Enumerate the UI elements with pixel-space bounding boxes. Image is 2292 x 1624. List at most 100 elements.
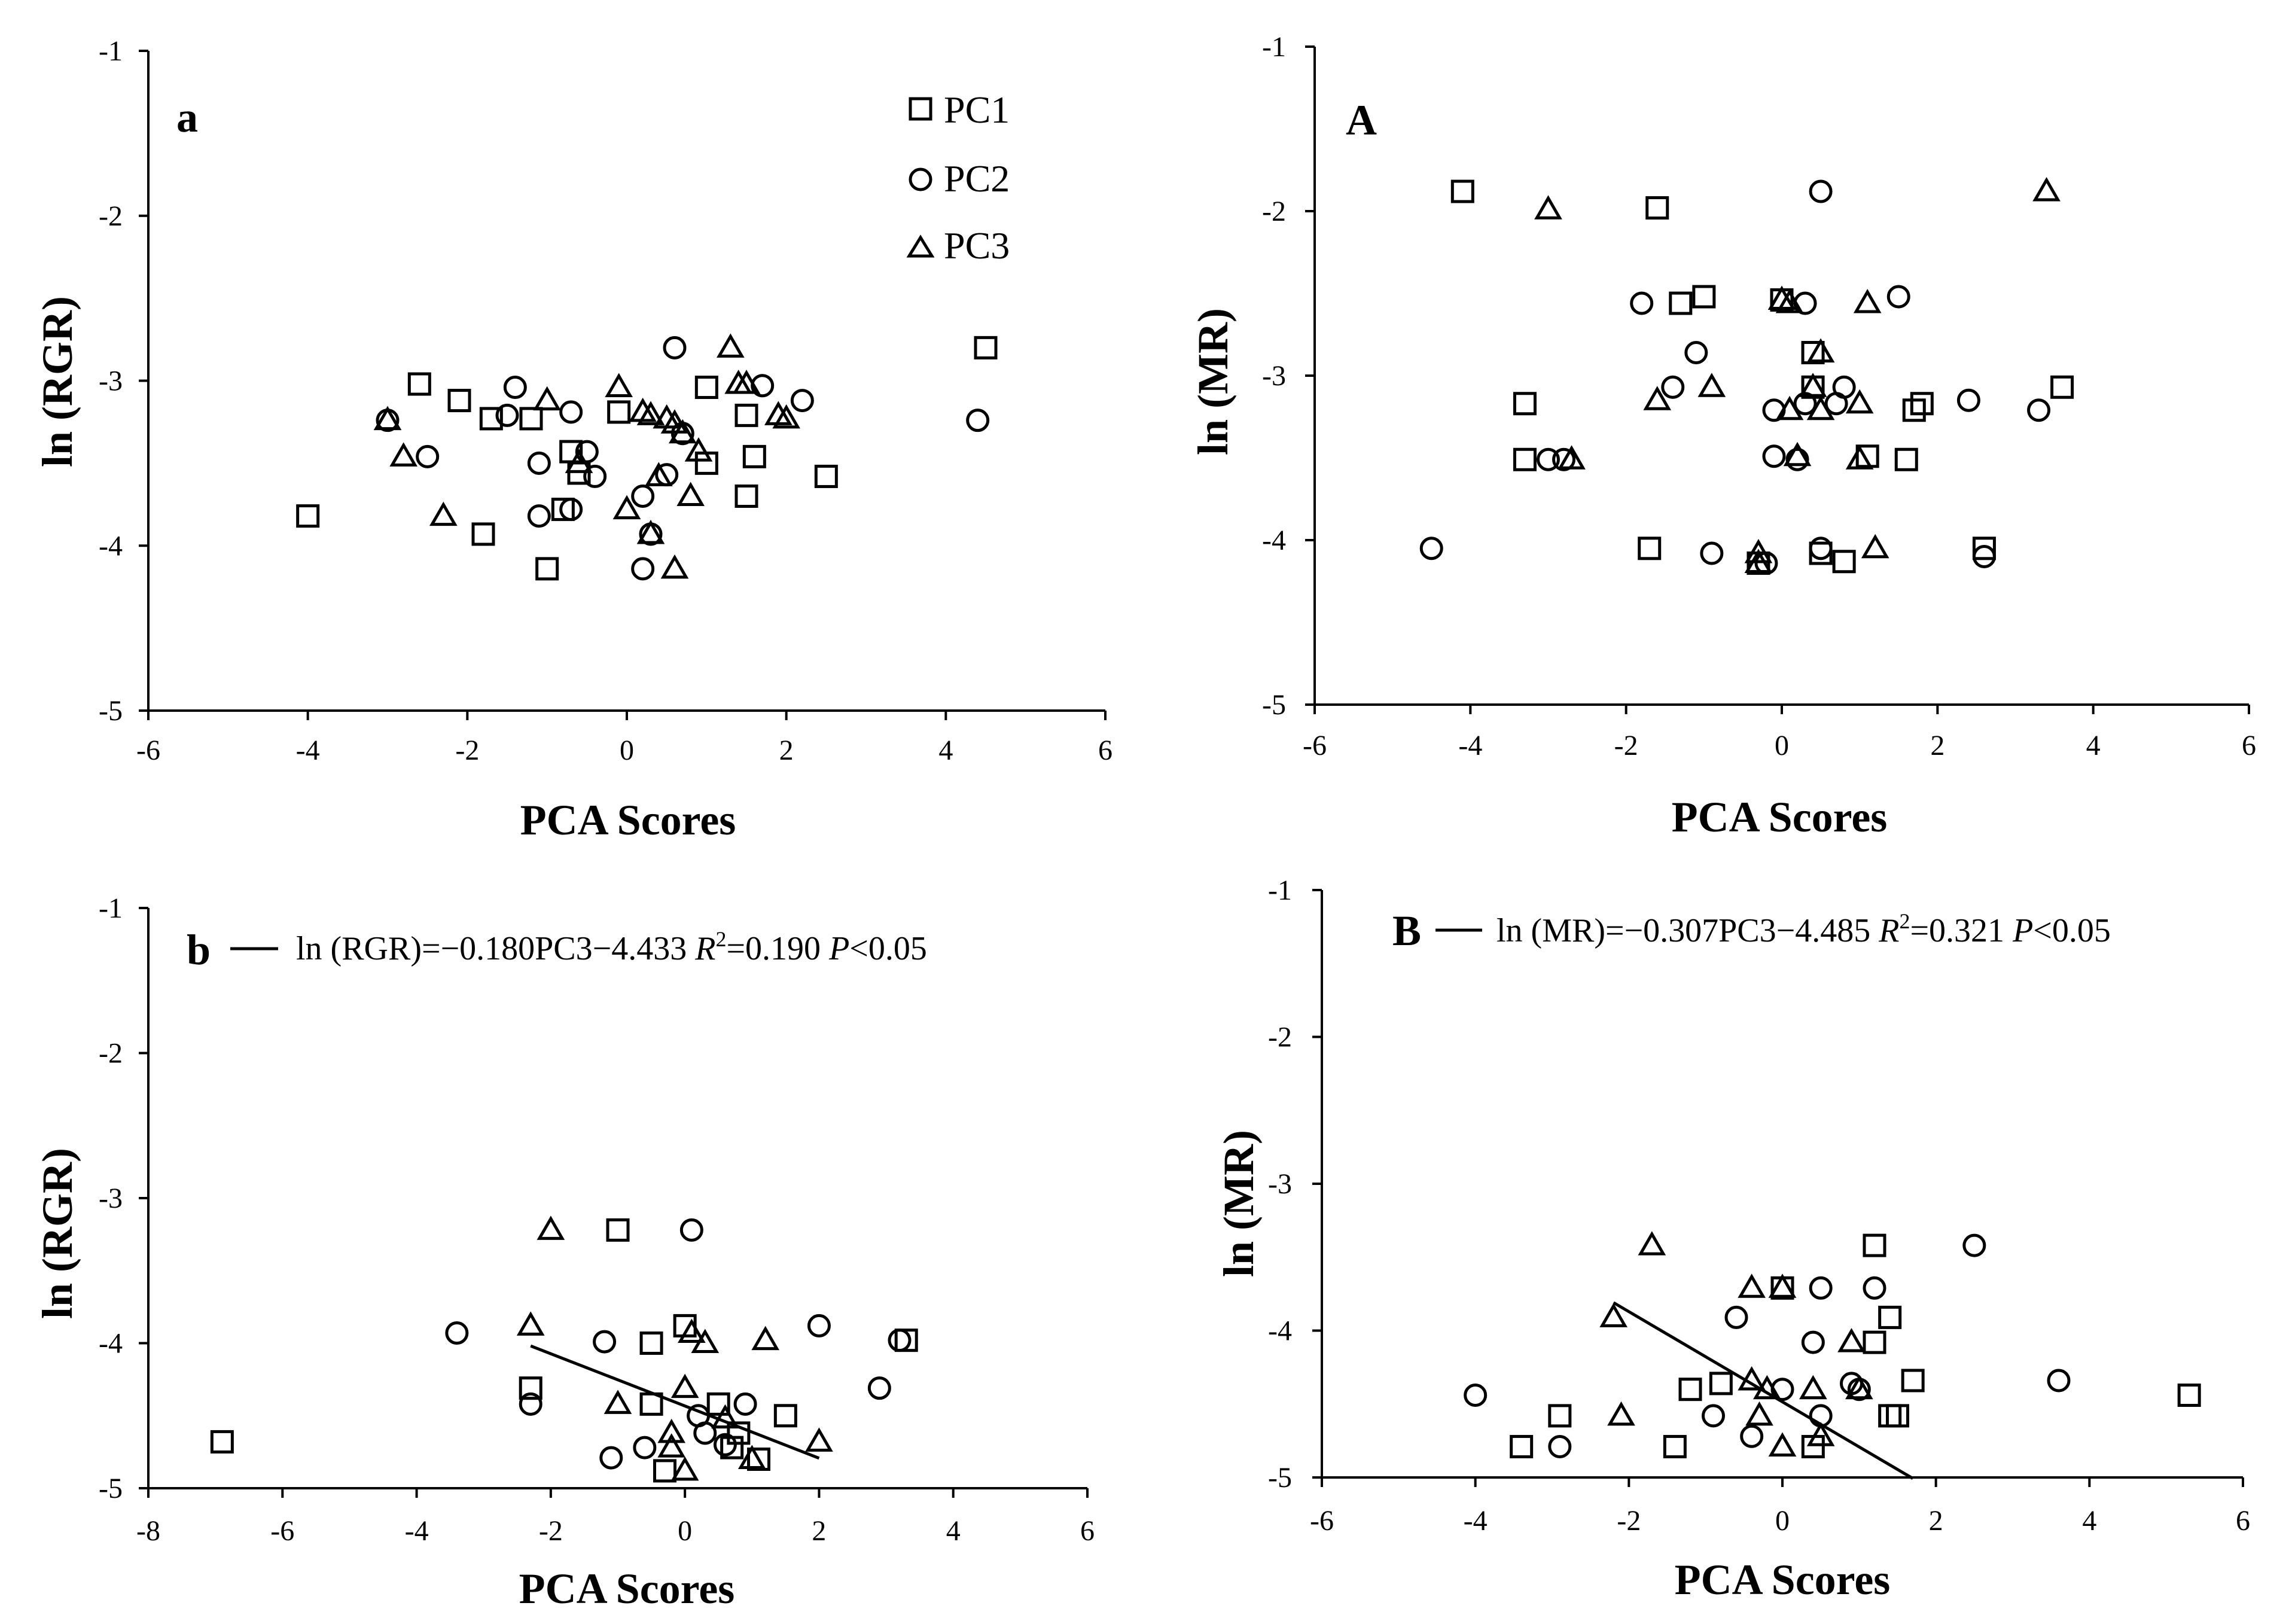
y-tick-label: -3 (1268, 1168, 1292, 1200)
data-point-pc1 (567, 461, 591, 485)
data-point-pc2 (713, 1433, 737, 1457)
data-point-pc2 (583, 464, 607, 488)
data-point-pc3 (711, 1404, 739, 1429)
regression-equation: ln (RGR)=−0.180PC3−4.433 R2=0.190 P<0.05 (296, 927, 927, 967)
data-point-pc2 (1630, 291, 1654, 315)
data-point-pc3 (670, 1456, 699, 1481)
legend-label-pc1: PC1 (944, 89, 1010, 131)
y-tick-label: -5 (99, 695, 123, 727)
data-point-pc2 (1962, 1233, 1986, 1257)
data-point-pc3 (645, 462, 673, 486)
y-tick-label: -1 (99, 35, 123, 67)
data-point-pc1 (1809, 541, 1833, 565)
x-tick-label: 6 (2242, 730, 2256, 761)
data-point-pc2 (633, 1436, 657, 1460)
data-point-pc3 (1745, 1401, 1773, 1426)
x-tick-label: 2 (812, 1515, 826, 1547)
data-point-pc3 (670, 1373, 699, 1398)
data-point-pc2 (1886, 285, 1910, 309)
regression-line (530, 1344, 820, 1460)
y-tick-label: -3 (99, 1183, 123, 1214)
data-point-pc1 (734, 485, 758, 508)
x-axis-title: PCA Scores (1675, 1556, 1891, 1604)
chart-panel-a: a PCA Scores ln (RGR) PC1 PC2 PC3 -6 -4 -2… (33, 35, 1113, 844)
data-point-pc3 (1768, 1432, 1797, 1457)
data-point-pc1 (479, 407, 503, 431)
y-tick-label: -4 (99, 530, 123, 562)
chart-panel-A: A PCA Scores ln (MR) -6 -4 -2 0 2 4 6 -1 -2 -3 -4 -… (1189, 31, 2256, 841)
y-tick-label: -2 (1268, 1022, 1292, 1053)
data-point-pc1 (296, 504, 320, 528)
data-point-pc2 (663, 336, 687, 359)
y-tick-label: -1 (99, 892, 123, 924)
y-tick-label: -5 (99, 1473, 123, 1504)
data-point-pc2 (1702, 1404, 1725, 1428)
y-tick-label: -4 (99, 1328, 123, 1360)
data-point-pc2 (445, 1321, 469, 1345)
data-point-pc2 (2027, 398, 2051, 422)
data-point-pc3 (1697, 373, 1726, 397)
data-point-pc2 (527, 504, 551, 528)
data-point-pc1 (1832, 550, 1856, 574)
data-point-pc3 (537, 1215, 565, 1240)
data-point-pc2 (1537, 447, 1560, 471)
legend-marker-square (909, 97, 932, 121)
data-point-pc1 (1709, 1372, 1733, 1396)
data-point-pc3 (565, 449, 593, 473)
legend-marker-circle (909, 167, 932, 191)
data-point-pc3 (1599, 1303, 1627, 1327)
data-point-pc2 (416, 444, 440, 468)
data-point-pc1 (1510, 1434, 1534, 1458)
data-point-pc3 (1753, 1375, 1781, 1400)
data-point-pc3 (1783, 441, 1812, 467)
data-point-pc3 (660, 409, 689, 434)
data-point-pc3 (684, 437, 713, 462)
panel-label: A (1346, 96, 1377, 144)
data-point-pc1 (1548, 1404, 1572, 1428)
x-tick-label: -4 (1458, 730, 1482, 761)
data-point-pc1 (471, 522, 495, 546)
data-point-pc2 (1801, 1330, 1825, 1354)
x-tick-label: -2 (455, 735, 479, 766)
data-point-pc1 (639, 1332, 663, 1355)
x-tick-label: 4 (2082, 1505, 2096, 1537)
data-point-pc3 (1643, 386, 1672, 410)
x-tick-label: -8 (136, 1515, 160, 1547)
data-point-pc1 (1910, 392, 1934, 416)
data-point-pc1 (407, 372, 431, 396)
x-tick-label: 4 (946, 1515, 961, 1547)
data-point-pc3 (737, 1445, 766, 1469)
x-tick-label: -6 (270, 1515, 294, 1547)
data-point-pc3 (516, 1311, 545, 1336)
panel-label: a (176, 93, 198, 141)
data-point-pc1 (1669, 291, 1693, 315)
data-point-pc1 (606, 1218, 630, 1242)
data-point-pc3 (1638, 1231, 1666, 1256)
data-point-pc2 (1464, 1384, 1488, 1407)
data-point-pc1 (734, 403, 758, 427)
y-tick-label: -2 (99, 1038, 123, 1070)
data-point-pc1 (1638, 537, 1662, 560)
y-tick-label: -3 (99, 365, 123, 397)
x-tick-label: -4 (296, 735, 320, 766)
data-point-pc3 (751, 1326, 780, 1351)
x-tick-label: 4 (2086, 730, 2101, 761)
x-tick-label: 2 (1929, 1505, 1943, 1537)
y-tick-label: -1 (1268, 875, 1292, 906)
data-point-pc1 (974, 336, 998, 359)
data-point-pc1 (519, 407, 543, 431)
data-point-pc3 (1558, 445, 1586, 470)
data-point-pc2 (1832, 375, 1856, 399)
data-point-pc3 (1799, 373, 1827, 397)
x-tick-label: 0 (1775, 730, 1789, 761)
x-tick-label: 0 (1775, 1505, 1790, 1537)
data-point-pc1 (1894, 447, 1918, 471)
data-point-pc1 (1878, 1305, 1902, 1329)
x-tick-label: 0 (678, 1515, 692, 1547)
data-point-pc1 (1663, 1434, 1687, 1458)
data-point-pc3 (612, 495, 641, 520)
x-tick-label: 6 (2236, 1505, 2250, 1537)
data-point-pc2 (559, 400, 583, 424)
regression-equation: ln (MR)=−0.307PC3−4.485 R2=0.321 P<0.05 (1496, 909, 2111, 949)
legend-label-pc3: PC3 (944, 224, 1010, 267)
